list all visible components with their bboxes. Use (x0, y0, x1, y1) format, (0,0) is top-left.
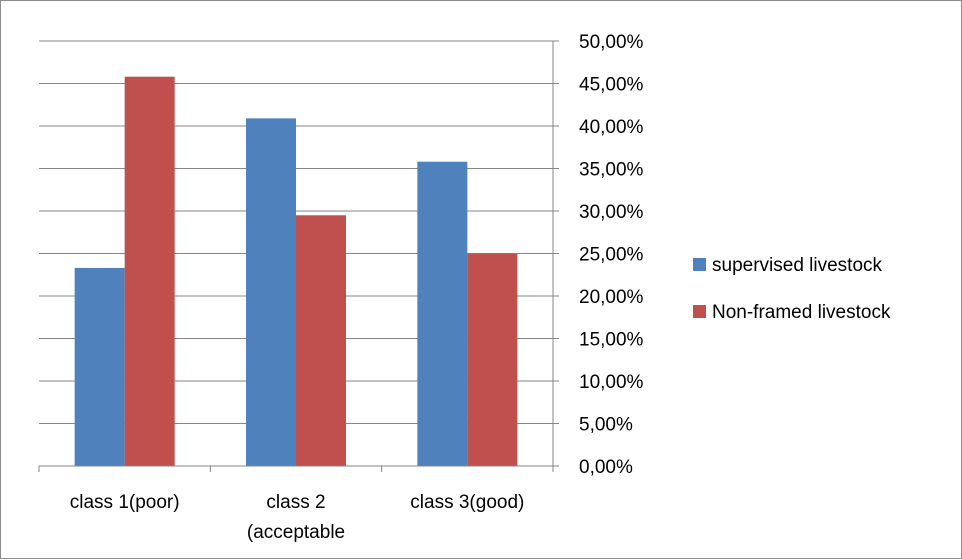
category-label: class 2 (acceptable (247, 492, 345, 543)
bar-non-framed-2 (296, 215, 346, 466)
y-tick-label: 10,00% (579, 372, 644, 393)
y-tick-label: 30,00% (579, 202, 644, 223)
bar-non-framed-1 (124, 76, 175, 466)
legend-swatch (693, 305, 706, 318)
category-label: class 3(good) (410, 492, 524, 513)
y-tick-label: 40,00% (579, 117, 644, 138)
category-labels: class 1(poor) class 2 (acceptable class 3(g… (70, 492, 525, 543)
y-tick-label: 15,00% (579, 330, 644, 351)
y-tick-label: 0,00% (579, 457, 633, 478)
legend: supervised livestock Non-framed livestock (693, 255, 891, 323)
legend-label: supervised livestock (712, 255, 883, 276)
y-tick-label: 25,00% (579, 245, 644, 266)
legend-swatch (693, 258, 706, 271)
y-tick-label: 45,00% (579, 75, 644, 96)
y-tick-label: 5,00% (579, 415, 633, 436)
bar-non-framed-3 (467, 253, 518, 466)
y-tick-label: 20,00% (579, 287, 644, 308)
category-label: class 1(poor) (70, 492, 180, 513)
bar-supervised-3 (417, 161, 468, 466)
y-tick-label: 35,00% (579, 160, 644, 181)
bars (74, 76, 518, 466)
axes (38, 40, 559, 472)
bar-supervised-1 (74, 267, 125, 466)
y-tick-label: 50,00% (579, 32, 644, 53)
bar-supervised-2 (246, 118, 296, 466)
y-tick-labels: 0,00% 5,00% 10,00% 15,00% 20,00% 25,00% 30,00%… (579, 32, 644, 478)
legend-label: Non-framed livestock (712, 302, 891, 323)
